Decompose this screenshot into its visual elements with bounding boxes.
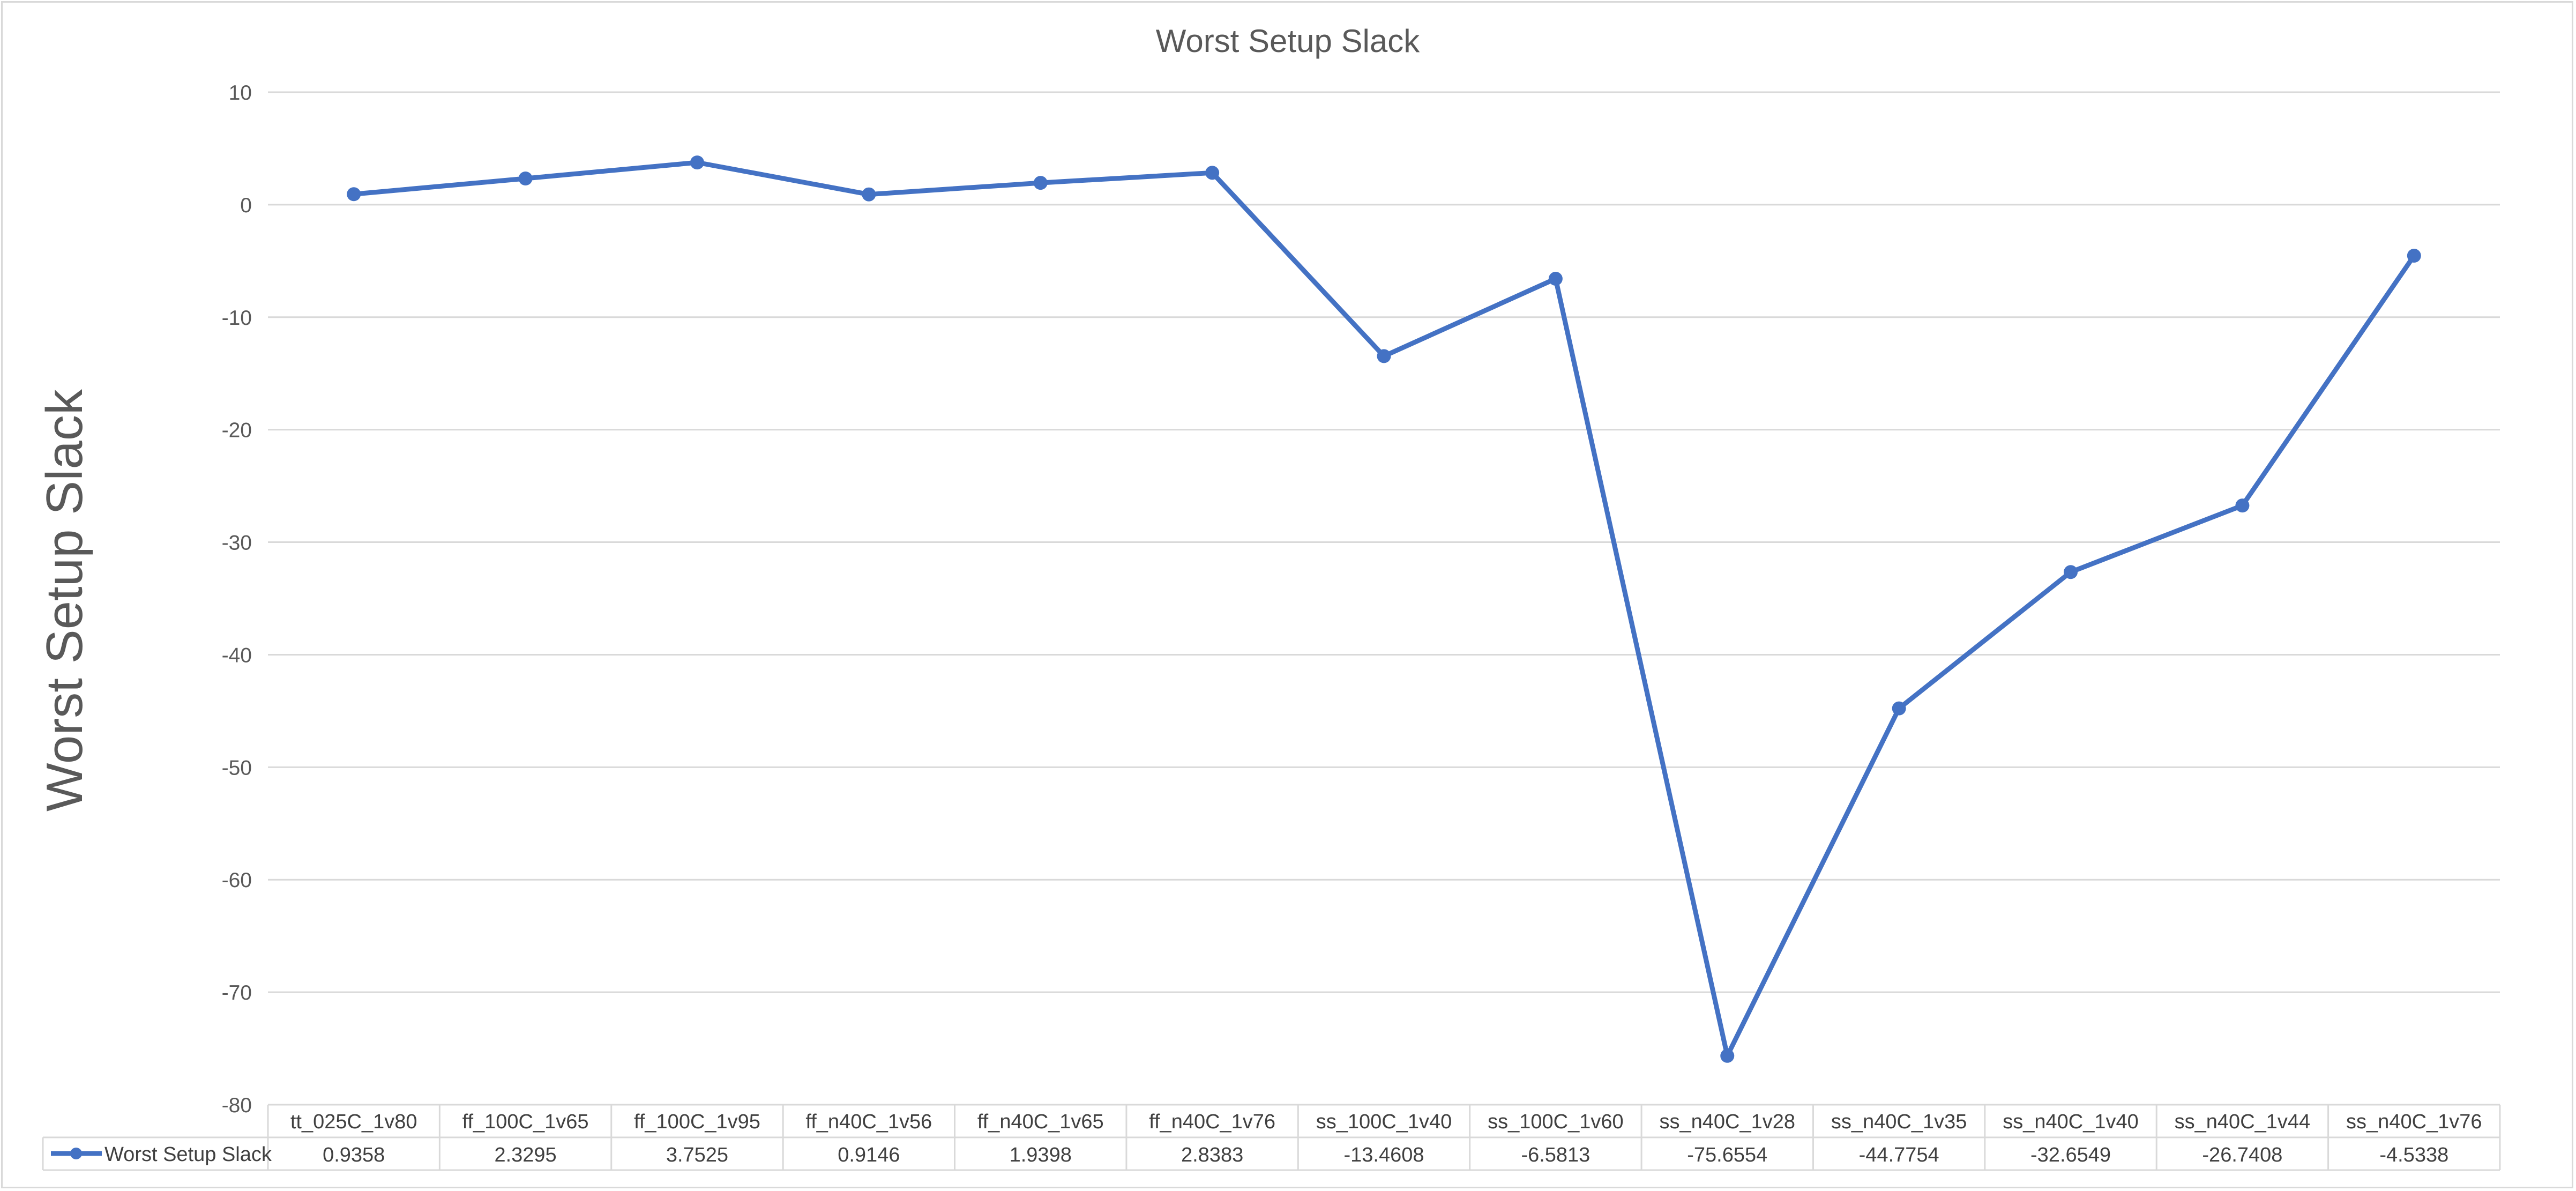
y-tick-label: 0 [240, 194, 252, 217]
data-point [2407, 249, 2421, 263]
x-tick-label: ff_n40C_1v76 [1149, 1111, 1275, 1133]
x-tick-label: ss_n40C_1v40 [2003, 1111, 2139, 1133]
data-point [690, 155, 704, 170]
data-table-value: -32.6549 [2030, 1144, 2111, 1166]
x-tick-label: ss_n40C_1v76 [2346, 1111, 2482, 1133]
legend-label: Worst Setup Slack [104, 1143, 272, 1166]
data-table-value: 2.3295 [494, 1144, 556, 1166]
data-point [1548, 272, 1563, 286]
data-point [347, 187, 361, 202]
data-point [518, 171, 533, 185]
series-line [351, 160, 2417, 1059]
data-table-value: -44.7754 [1859, 1144, 1939, 1166]
y-tick-label: -60 [222, 869, 252, 892]
x-tick-label: ff_100C_1v65 [462, 1111, 589, 1133]
data-table-value: -75.6554 [1687, 1144, 1767, 1166]
data-point [1033, 176, 1048, 190]
data-table-value: -26.7408 [2202, 1144, 2282, 1166]
data-table: tt_025C_1v80 0.9358 ff_100C_1v65 2.3295 ff_1… [42, 1105, 2501, 1171]
data-table-value: 2.8383 [1181, 1144, 1243, 1166]
series-markers [347, 155, 2421, 1063]
data-point [1377, 349, 1391, 363]
y-tick-label: 10 [229, 81, 252, 105]
data-point [2235, 498, 2250, 513]
data-point [1720, 1048, 1735, 1063]
x-tick-label: ff_n40C_1v56 [805, 1111, 932, 1133]
y-tick-label: -50 [222, 756, 252, 779]
y-tick-label: -30 [222, 532, 252, 555]
x-tick-label: ff_100C_1v95 [634, 1111, 760, 1133]
series-line-group [351, 160, 2417, 1059]
data-point [1205, 166, 1220, 180]
x-tick-label: ss_n40C_1v28 [1660, 1111, 1796, 1133]
data-table-value: 0.9358 [323, 1144, 385, 1166]
x-tick-label: ss_100C_1v60 [1488, 1111, 1624, 1133]
x-tick-label: ff_n40C_1v65 [977, 1111, 1104, 1133]
data-table-value: 0.9146 [838, 1144, 900, 1166]
data-point [1892, 701, 1906, 716]
x-tick-label: ss_n40C_1v35 [1831, 1111, 1967, 1133]
y-tick-label: -70 [222, 981, 252, 1004]
data-table-value: -6.5813 [1521, 1144, 1590, 1166]
y-tick-label: -10 [222, 307, 252, 330]
y-tick-label: -80 [222, 1094, 252, 1117]
gridlines [268, 91, 2500, 1106]
x-tick-label: ss_100C_1v40 [1316, 1111, 1452, 1133]
data-point [862, 187, 876, 202]
data-table-value: -13.4608 [1343, 1144, 1424, 1166]
x-tick-label: ss_n40C_1v44 [2175, 1111, 2311, 1133]
data-table-value: 3.7525 [666, 1144, 728, 1166]
y-axis-label: Worst Setup Slack [36, 389, 93, 812]
legend-marker [70, 1148, 82, 1159]
y-tick-label: -40 [222, 644, 252, 667]
y-tick-label: -20 [222, 419, 252, 442]
data-table-value: -4.5338 [2379, 1144, 2448, 1166]
x-tick-label: tt_025C_1v80 [290, 1111, 417, 1133]
data-point [2064, 565, 2078, 579]
chart-title: Worst Setup Slack [1156, 23, 1420, 59]
y-axis-ticks: 10 0 -10 -20 -30 -40 -50 -60 -70 -80 [222, 81, 252, 1117]
data-table-value: 1.9398 [1010, 1144, 1072, 1166]
